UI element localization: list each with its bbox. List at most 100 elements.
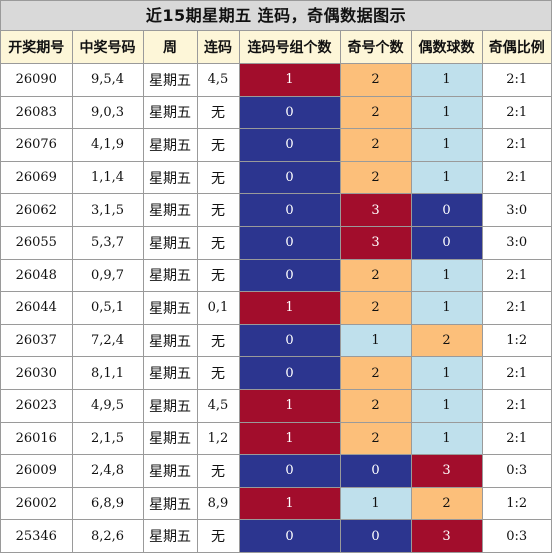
cell-numbers: 4,1,9 <box>71 128 144 162</box>
cell-lianma: 4,5 <box>196 63 240 97</box>
cell-even: 2 <box>410 486 483 521</box>
table-row: 26009 2,4,8 星期五无 0 0 3 0:3 <box>1 454 551 488</box>
cell-issue: 26037 <box>1 323 73 358</box>
cell-ratio: 3:0 <box>481 193 551 227</box>
cell-week: 星期五 <box>142 63 198 97</box>
cell-week: 星期五 <box>142 193 198 227</box>
cell-numbers: 2,4,8 <box>71 454 144 488</box>
table-row: 26069 1,1,4 星期五无 0 2 1 2:1 <box>1 160 551 195</box>
cell-numbers: 0,9,7 <box>71 258 144 293</box>
cell-week: 星期五 <box>142 258 198 293</box>
cell-numbers: 4,9,5 <box>71 388 144 423</box>
cell-issue: 26030 <box>1 356 73 390</box>
cell-issue: 26062 <box>1 193 73 227</box>
cell-lianma: 4,5 <box>196 388 240 423</box>
cell-even: 2 <box>410 323 483 358</box>
cell-lianma: 无 <box>196 193 240 227</box>
cell-odd: 2 <box>339 128 412 162</box>
table-row: 26076 4,1,9 星期五无 0 2 1 2:1 <box>1 128 551 162</box>
cell-groups: 1 <box>238 421 341 456</box>
cell-lianma: 无 <box>196 454 240 488</box>
cell-numbers: 5,3,7 <box>71 225 144 260</box>
cell-even: 1 <box>410 356 483 390</box>
cell-groups: 0 <box>238 519 341 552</box>
cell-ratio: 3:0 <box>481 225 551 260</box>
cell-groups: 1 <box>238 388 341 423</box>
cell-odd: 2 <box>339 291 412 325</box>
cell-numbers: 9,0,3 <box>71 95 144 130</box>
table-row: 26062 3,1,5 星期五无 0 3 0 3:0 <box>1 193 551 227</box>
cell-week: 星期五 <box>142 454 198 488</box>
cell-odd: 3 <box>339 193 412 227</box>
cell-groups: 0 <box>238 225 341 260</box>
cell-even: 1 <box>410 160 483 195</box>
cell-ratio: 0:3 <box>481 519 551 552</box>
cell-odd: 3 <box>339 225 412 260</box>
header-numbers: 中奖号码 <box>71 31 144 64</box>
cell-even: 3 <box>410 519 483 552</box>
cell-groups: 0 <box>238 128 341 162</box>
cell-ratio: 2:1 <box>481 258 551 293</box>
table-row: 26044 0,5,1 星期五 0,1 1 2 1 2:1 <box>1 291 551 325</box>
cell-issue: 25346 <box>1 519 73 552</box>
cell-groups: 0 <box>238 160 341 195</box>
cell-week: 星期五 <box>142 291 198 325</box>
cell-lianma: 0,1 <box>196 291 240 325</box>
cell-even: 1 <box>410 63 483 97</box>
cell-ratio: 2:1 <box>481 95 551 130</box>
cell-week: 星期五 <box>142 519 198 552</box>
odd-even-table: 开奖期号 中奖号码 周 连码 连码号组个数 奇号个数 偶数球数 奇偶比例 260… <box>1 31 551 552</box>
cell-week: 星期五 <box>142 486 198 521</box>
cell-groups: 0 <box>238 95 341 130</box>
cell-numbers: 6,8,9 <box>71 486 144 521</box>
cell-odd: 2 <box>339 63 412 97</box>
cell-odd: 2 <box>339 160 412 195</box>
cell-issue: 26055 <box>1 225 73 260</box>
cell-lianma: 无 <box>196 258 240 293</box>
cell-numbers: 8,1,1 <box>71 356 144 390</box>
cell-week: 星期五 <box>142 323 198 358</box>
cell-odd: 2 <box>339 356 412 390</box>
cell-even: 3 <box>410 454 483 488</box>
table-row: 26023 4,9,5 星期五 4,5 1 2 1 2:1 <box>1 388 551 423</box>
cell-even: 1 <box>410 388 483 423</box>
cell-issue: 26016 <box>1 421 73 456</box>
cell-issue: 26090 <box>1 63 73 97</box>
cell-issue: 26076 <box>1 128 73 162</box>
cell-numbers: 9,5,4 <box>71 63 144 97</box>
cell-week: 星期五 <box>142 95 198 130</box>
cell-ratio: 2:1 <box>481 128 551 162</box>
cell-ratio: 0:3 <box>481 454 551 488</box>
cell-even: 0 <box>410 225 483 260</box>
cell-odd: 2 <box>339 95 412 130</box>
header-even: 偶数球数 <box>410 31 483 64</box>
table-row: 26048 0,9,7 星期五无 0 2 1 2:1 <box>1 258 551 293</box>
table-row: 25346 8,2,6 星期五无 0 0 3 0:3 <box>1 519 551 552</box>
header-lianma: 连码 <box>196 31 240 64</box>
cell-even: 1 <box>410 291 483 325</box>
table-title: 近15期星期五 连码，奇偶数据图示 <box>1 1 551 31</box>
table-body: 26090 9,5,4 星期五 4,5 1 2 1 2:1 26083 9,0,3 星期五无 0 2 1 2… <box>1 63 551 552</box>
cell-lianma: 8,9 <box>196 486 240 521</box>
cell-lianma: 无 <box>196 323 240 358</box>
cell-lianma: 无 <box>196 519 240 552</box>
cell-odd: 0 <box>339 519 412 552</box>
cell-week: 星期五 <box>142 421 198 456</box>
cell-ratio: 2:1 <box>481 291 551 325</box>
cell-issue: 26023 <box>1 388 73 423</box>
header-issue: 开奖期号 <box>1 31 73 64</box>
cell-even: 1 <box>410 421 483 456</box>
table-row: 26016 2,1,5 星期五 1,2 1 2 1 2:1 <box>1 421 551 456</box>
header-odd: 奇号个数 <box>339 31 412 64</box>
cell-lianma: 无 <box>196 225 240 260</box>
cell-issue: 26048 <box>1 258 73 293</box>
cell-ratio: 2:1 <box>481 388 551 423</box>
cell-even: 0 <box>410 193 483 227</box>
cell-week: 星期五 <box>142 356 198 390</box>
table-row: 26037 7,2,4 星期五无 0 1 2 1:2 <box>1 323 551 358</box>
cell-ratio: 1:2 <box>481 486 551 521</box>
cell-odd: 2 <box>339 388 412 423</box>
cell-groups: 0 <box>238 258 341 293</box>
cell-issue: 26009 <box>1 454 73 488</box>
